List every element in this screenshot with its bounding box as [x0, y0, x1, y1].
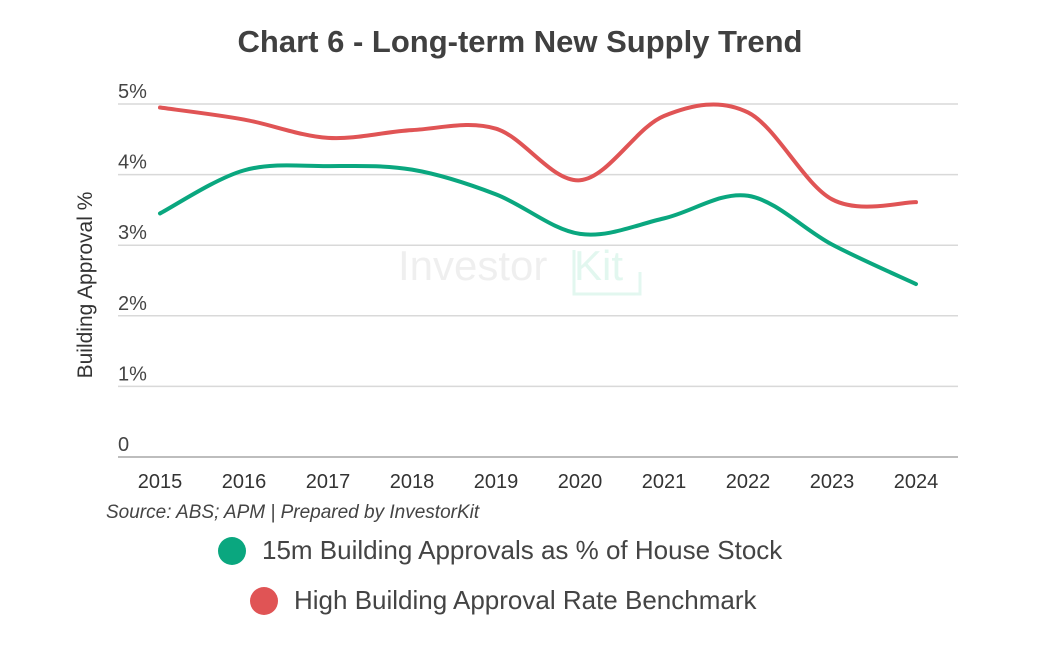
series-line-benchmark	[158, 102, 918, 209]
x-tick-label: 2016	[222, 471, 267, 493]
data-point	[410, 128, 414, 132]
x-tick-label: 2018	[390, 471, 435, 493]
y-axis-ticks: 0 1% 2% 3% 4% 5%	[118, 81, 147, 456]
svg-text:Investor: Investor	[398, 242, 547, 289]
y-tick-label: 2%	[118, 293, 147, 315]
y-tick-label: 4%	[118, 152, 147, 174]
x-tick-label: 2019	[474, 471, 519, 493]
data-point	[242, 118, 246, 122]
investorkit-watermark-logo: Investor Kit	[398, 242, 642, 296]
data-point	[578, 178, 582, 182]
data-point	[914, 282, 918, 286]
data-point	[242, 168, 246, 172]
legend: 15m Building Approvals as % of House Sto…	[218, 535, 783, 615]
legend-label: High Building Approval Rate Benchmark	[294, 585, 757, 615]
data-point	[578, 232, 582, 236]
x-tick-label: 2024	[894, 471, 939, 493]
data-point	[914, 200, 918, 204]
x-axis-ticks: 2015 2016 2017 2018 2019 2020 2021 2022 2023 2024	[138, 471, 939, 493]
data-point	[662, 114, 666, 118]
data-point	[326, 164, 330, 168]
svg-text:Kit: Kit	[574, 242, 623, 289]
data-point	[746, 194, 750, 198]
data-point	[494, 127, 498, 131]
data-point	[830, 197, 834, 201]
y-tick-label: 1%	[118, 363, 147, 385]
y-tick-label: 0	[118, 434, 129, 456]
gridlines	[118, 103, 958, 458]
data-point	[326, 136, 330, 140]
series-lines	[158, 102, 918, 287]
x-tick-label: 2017	[306, 471, 351, 493]
data-point	[662, 216, 666, 220]
x-tick-label: 2022	[726, 471, 771, 493]
data-point	[830, 242, 834, 246]
x-tick-label: 2023	[810, 471, 855, 493]
x-tick-label: 2015	[138, 471, 183, 493]
y-tick-label: 3%	[118, 222, 147, 244]
data-point	[158, 211, 162, 215]
legend-label: 15m Building Approvals as % of House Sto…	[262, 535, 783, 565]
series-line-approvals	[158, 163, 918, 287]
chart-title: Chart 6 - Long-term New Supply Trend	[238, 24, 803, 59]
y-axis-label: Building Approval %	[74, 192, 97, 379]
legend-marker	[250, 587, 278, 615]
data-point	[410, 168, 414, 172]
source-note: Source: ABS; APM | Prepared by InvestorK…	[106, 502, 480, 523]
data-point	[746, 110, 750, 114]
data-point	[158, 106, 162, 110]
data-point	[494, 192, 498, 196]
legend-marker	[218, 537, 246, 565]
x-tick-label: 2021	[642, 471, 687, 493]
y-tick-label: 5%	[118, 81, 147, 103]
x-tick-label: 2020	[558, 471, 603, 493]
